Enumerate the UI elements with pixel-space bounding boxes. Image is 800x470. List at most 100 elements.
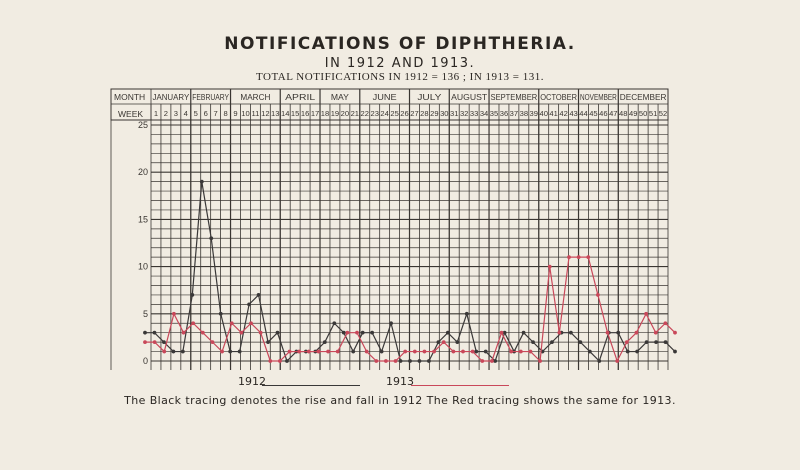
data-point-1913	[249, 321, 253, 326]
legend-label-1913: 1913	[386, 375, 414, 388]
week-label: 11	[251, 109, 259, 118]
week-label: 18	[321, 109, 329, 118]
data-point-1913	[306, 349, 311, 354]
data-point-1912	[578, 340, 583, 345]
data-point-1913	[673, 330, 677, 335]
data-point-1913	[345, 330, 350, 335]
data-point-1912	[143, 330, 147, 335]
data-point-1913	[624, 340, 629, 345]
data-point-1912	[218, 311, 223, 316]
data-point-1912	[162, 340, 166, 345]
data-point-1913	[644, 311, 648, 316]
week-label: 38	[520, 109, 528, 118]
data-point-1912	[531, 340, 535, 345]
week-label: 48	[619, 109, 627, 118]
data-point-1913	[200, 330, 205, 335]
week-label: 24	[380, 109, 388, 118]
data-point-1912	[417, 359, 422, 363]
data-point-1912	[455, 340, 460, 345]
week-label: 8	[223, 109, 227, 118]
data-point-1913	[432, 349, 436, 354]
data-point-1913	[229, 321, 234, 326]
week-label: 51	[649, 109, 657, 118]
month-label: DECEMBER	[620, 93, 667, 102]
week-label: 40	[539, 109, 547, 118]
week-label: 44	[579, 109, 587, 118]
data-point-1913	[547, 264, 552, 269]
data-point-1912	[663, 340, 668, 345]
data-point-1913	[557, 330, 562, 335]
data-point-1913	[509, 349, 514, 354]
data-point-1912	[625, 349, 630, 354]
data-point-1913	[268, 359, 273, 363]
data-point-1913	[326, 349, 330, 354]
data-point-1912	[587, 349, 592, 354]
data-point-1913	[634, 330, 639, 335]
data-point-1913	[605, 330, 610, 335]
data-point-1912	[370, 330, 375, 335]
data-point-1912	[493, 359, 498, 363]
data-point-1913	[480, 359, 485, 363]
data-point-1913	[384, 359, 388, 363]
week-label: 31	[450, 109, 458, 118]
legend: 1912 1913	[0, 375, 800, 391]
data-point-1913	[499, 330, 504, 335]
week-label: 43	[569, 109, 577, 118]
data-point-1912	[568, 330, 573, 335]
week-label: 35	[490, 109, 498, 118]
data-point-1912	[408, 359, 412, 363]
week-label: 9	[233, 109, 237, 118]
week-label: 13	[271, 109, 279, 118]
data-point-1913	[162, 349, 167, 354]
data-point-1913	[528, 349, 533, 354]
data-point-1912	[474, 349, 479, 354]
data-point-1912	[275, 330, 280, 335]
data-point-1913	[663, 321, 668, 326]
week-row-header: WEEK	[118, 109, 143, 119]
y-tick-label: 0	[143, 356, 148, 366]
week-label: 12	[261, 109, 269, 118]
data-point-1912	[436, 340, 441, 345]
data-point-1913	[470, 349, 475, 354]
y-tick-label: 10	[138, 262, 148, 272]
week-label: 17	[311, 109, 319, 118]
week-label: 21	[351, 109, 359, 118]
data-point-1912	[427, 359, 431, 363]
data-point-1912	[464, 311, 469, 316]
data-point-1912	[644, 340, 649, 345]
data-point-1913	[355, 330, 359, 335]
data-point-1913	[403, 349, 408, 354]
legend-label-1912: 1912	[238, 375, 266, 388]
data-point-1913	[220, 349, 224, 354]
data-point-1913	[278, 359, 282, 363]
data-point-1912	[237, 349, 242, 354]
data-point-1913	[335, 349, 340, 354]
month-label: JULY	[417, 93, 442, 102]
data-point-1913	[586, 255, 591, 260]
data-point-1913	[287, 349, 292, 354]
week-label: 32	[460, 109, 468, 118]
week-label: 14	[281, 109, 289, 118]
data-point-1912	[483, 349, 488, 354]
week-label: 25	[390, 109, 398, 118]
data-point-1913	[191, 321, 196, 326]
data-point-1913	[538, 359, 542, 363]
data-point-1913	[518, 349, 523, 354]
week-label: 3	[174, 109, 178, 118]
week-label: 10	[241, 109, 249, 118]
data-point-1912	[341, 330, 346, 335]
week-label: 1	[154, 109, 158, 118]
data-point-1912	[635, 349, 640, 354]
week-label: 50	[639, 109, 647, 118]
week-label: 42	[559, 109, 567, 118]
week-label: 34	[480, 109, 488, 118]
data-point-1912	[616, 330, 621, 335]
week-label: 20	[341, 109, 349, 118]
month-row-header: MONTH	[114, 92, 145, 102]
chart-caption: The Black tracing denotes the rise and f…	[124, 394, 676, 407]
data-point-1912	[228, 349, 233, 354]
week-label: 33	[470, 109, 478, 118]
data-point-1912	[247, 302, 252, 307]
data-point-1913	[297, 349, 302, 354]
